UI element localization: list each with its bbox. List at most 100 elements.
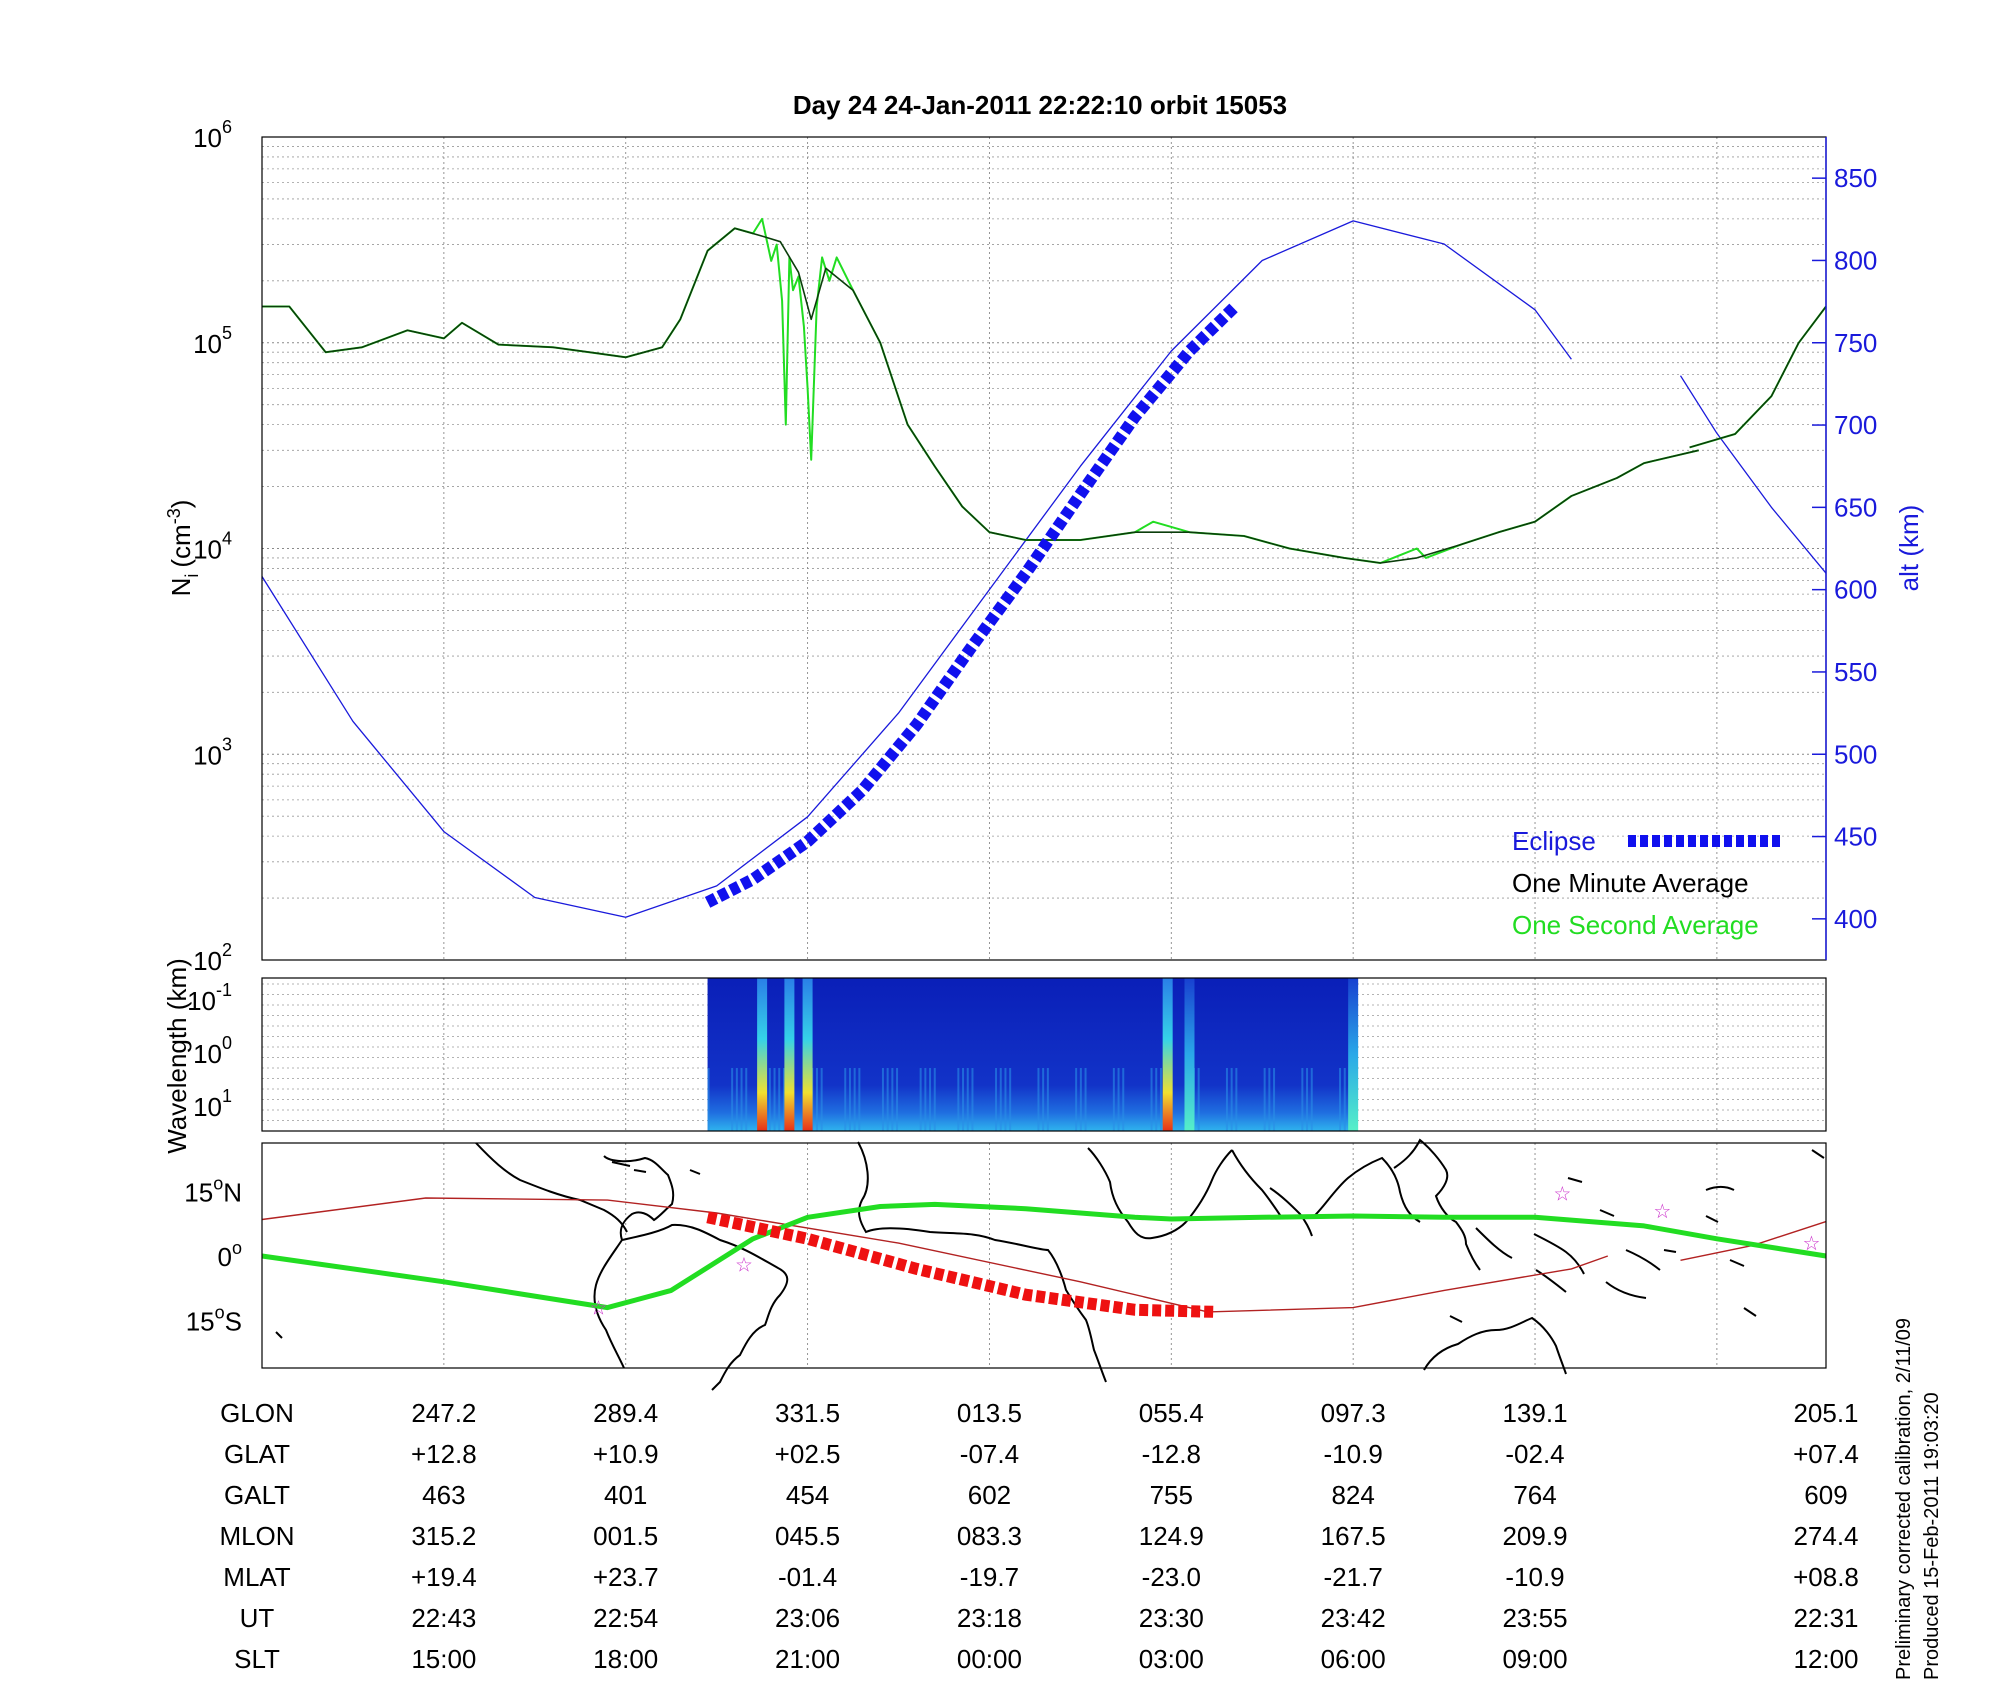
map-lat-tick-hemisphere: N — [223, 1178, 242, 1208]
spectrogram-streak — [1268, 1068, 1271, 1131]
coastline-arabia-india — [1185, 1149, 1421, 1237]
orbit-table-cell: -01.4 — [778, 1562, 837, 1592]
orbit-table-cell: +07.4 — [1793, 1439, 1859, 1469]
spectrogram-tick-exp: 1 — [222, 1086, 232, 1106]
density-tick-base: 10 — [193, 329, 222, 359]
altitude-tick-label: 600 — [1834, 575, 1877, 605]
spectrogram-hot-column — [1184, 978, 1195, 1131]
orbit-table-cell: 274.4 — [1793, 1521, 1858, 1551]
spectrogram-streak — [848, 1068, 851, 1131]
series-eclipse — [704, 302, 1240, 908]
spectrogram-streak — [745, 1068, 748, 1131]
altitude-tick-label: 550 — [1834, 657, 1877, 687]
density-tick-label: 103 — [193, 734, 232, 770]
spectrogram-streak — [1084, 1068, 1087, 1131]
spectrogram-streak — [815, 1068, 818, 1131]
orbit-table-cell: -10.9 — [1324, 1439, 1383, 1469]
spectrogram-streak — [820, 1068, 823, 1131]
orbit-table-row-label: GLAT — [224, 1439, 290, 1469]
altitude-tick-label: 400 — [1834, 904, 1877, 934]
series-altitude-segment-2 — [1679, 375, 1827, 574]
spectrogram-streak — [1263, 1068, 1266, 1131]
spectrogram-streak — [995, 1068, 998, 1131]
spectrogram-streak — [773, 1068, 776, 1131]
orbit-table-cell: 055.4 — [1139, 1398, 1204, 1428]
orbit-table-cell: 23:42 — [1321, 1603, 1386, 1633]
orbit-table-cell: 609 — [1804, 1480, 1847, 1510]
spectrogram-streak — [1225, 1068, 1228, 1131]
spectrogram-streak — [768, 1068, 771, 1131]
spectrogram-streak — [1310, 1068, 1313, 1131]
star-marker: ☆ — [1802, 1233, 1820, 1255]
spectrogram-streak — [1075, 1068, 1078, 1131]
spectrogram-streak — [962, 1068, 965, 1131]
star-marker: ☆ — [1553, 1184, 1571, 1206]
orbit-table-cell: 00:00 — [957, 1644, 1022, 1674]
map-lat-tick-hemisphere: S — [225, 1307, 242, 1337]
orbit-table-row-label: MLAT — [223, 1562, 291, 1592]
spectrogram-tick-base: 10 — [187, 986, 216, 1016]
map-lat-tick-degree: o — [215, 1303, 225, 1323]
density-tick-exp: 5 — [222, 323, 232, 343]
spectrogram-tick-label: 101 — [193, 1086, 232, 1122]
series-one-second-average — [262, 217, 1699, 564]
spectrogram-streak — [844, 1068, 847, 1131]
spectrogram-streak — [924, 1068, 927, 1131]
orbit-table-cell: 23:30 — [1139, 1603, 1204, 1633]
orbit-table-cell: 045.5 — [775, 1521, 840, 1551]
spectrogram-tick-base: 10 — [193, 1039, 222, 1069]
spectrogram-streak — [919, 1068, 922, 1131]
star-marker: ☆ — [589, 1298, 607, 1320]
orbit-table-cell: -21.7 — [1324, 1562, 1383, 1592]
density-tick-base: 10 — [193, 740, 222, 770]
orbit-table-cell: 247.2 — [411, 1398, 476, 1428]
series-altitude — [261, 220, 1572, 918]
star-marker: ☆ — [735, 1255, 753, 1277]
orbit-table-cell: 12:00 — [1793, 1644, 1858, 1674]
orbit-table-cell: 755 — [1150, 1480, 1193, 1510]
orbit-table-cell: 209.9 — [1502, 1521, 1567, 1551]
density-axis-label-unit: (cm — [166, 524, 196, 567]
spectrogram-streak — [1037, 1068, 1040, 1131]
spectrogram-streak — [881, 1068, 884, 1131]
orbit-table-cell: +10.9 — [593, 1439, 659, 1469]
spectrogram-streak — [1306, 1068, 1309, 1131]
magnetic-equator-line — [261, 1197, 1609, 1313]
spectrogram-streak — [778, 1068, 781, 1131]
spectrogram-streak — [1273, 1068, 1276, 1131]
orbit-table-cell: 23:18 — [957, 1603, 1022, 1633]
spectrogram-hot-column — [802, 978, 813, 1131]
spectrogram-streak — [1009, 1068, 1012, 1131]
spectrogram-streak — [933, 1068, 936, 1131]
orbit-table-cell: 139.1 — [1502, 1398, 1567, 1428]
map-lat-tick-label: 15oS — [186, 1303, 242, 1337]
map-lat-tick-label: 0o — [218, 1238, 242, 1272]
density-tick-exp: 3 — [222, 734, 232, 754]
spectrogram-axis-label: Wavelength (km) — [162, 958, 192, 1154]
orbit-table-cell: 331.5 — [775, 1398, 840, 1428]
spectrogram-streak — [1339, 1068, 1342, 1131]
spectrogram-streak — [1112, 1068, 1115, 1131]
density-tick-exp: 2 — [222, 940, 232, 960]
spectrogram-streak — [1122, 1068, 1125, 1131]
altitude-tick-label: 450 — [1834, 822, 1877, 852]
orbit-table-cell: +02.5 — [775, 1439, 841, 1469]
chart-title: Day 24 24-Jan-2011 22:22:10 orbit 15053 — [793, 90, 1287, 120]
orbit-table-cell: 001.5 — [593, 1521, 658, 1551]
coastline-southeast-asia — [1393, 1138, 1735, 1299]
altitude-axis-label: alt (km) — [1894, 505, 1924, 592]
spectrogram-streak — [1117, 1068, 1120, 1131]
orbit-table-cell: 602 — [968, 1480, 1011, 1510]
orbit-table-cell: 205.1 — [1793, 1398, 1858, 1428]
spectrogram-streak — [971, 1068, 974, 1131]
orbit-table-cell: 06:00 — [1321, 1644, 1386, 1674]
orbit-table-cell: 23:55 — [1502, 1603, 1567, 1633]
map-lat-tick-label: 15oN — [184, 1174, 242, 1208]
produced-note: Produced 15-Feb-2011 19:03:20 — [1921, 1392, 1943, 1680]
map-grid — [443, 1143, 1718, 1368]
orbit-table-cell: 454 — [786, 1480, 829, 1510]
density-axis-label-close: ) — [166, 500, 196, 509]
spectrogram-streak — [858, 1068, 861, 1131]
density-axis-label-sub: i — [182, 574, 202, 578]
map-lat-ticks: 15oN 0o 15oS — [184, 1174, 242, 1337]
